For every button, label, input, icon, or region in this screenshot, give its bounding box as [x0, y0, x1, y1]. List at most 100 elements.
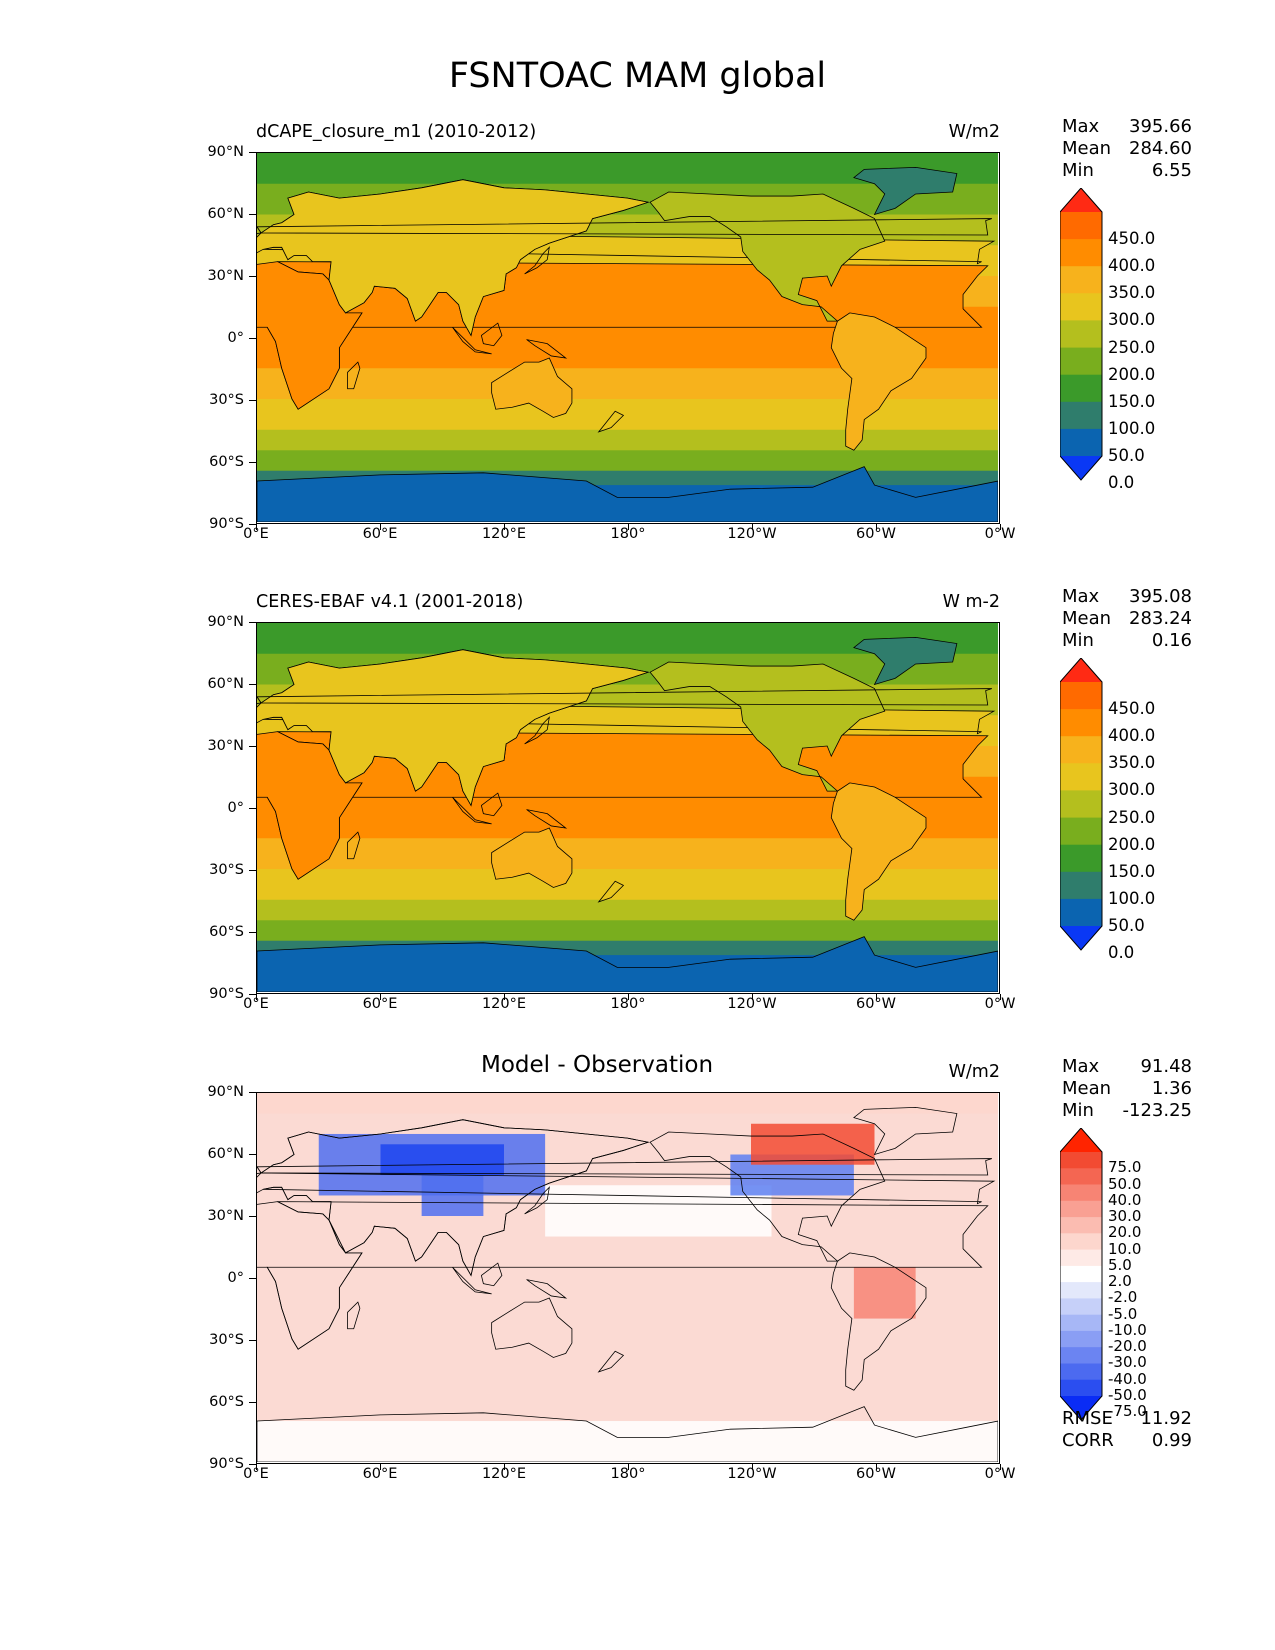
- colorbar-segment: [1060, 266, 1102, 294]
- lat-tick-mark: [249, 337, 256, 339]
- lon-tick-label: 60°W: [855, 526, 897, 542]
- colorbar-tick-label: 50.0: [1108, 446, 1145, 465]
- colorbar-segment: [1060, 817, 1102, 846]
- rmse-row: RMSE 11.92: [1062, 1408, 1192, 1430]
- stat-value: 91.48: [1140, 1056, 1192, 1077]
- coastline-samerica: [830, 782, 927, 921]
- lat-tick-mark: [249, 1091, 256, 1093]
- colorbar-tick-label: -20.0: [1108, 1337, 1147, 1356]
- coastline-uk: [257, 696, 262, 704]
- coastline-antarctica: [257, 936, 998, 992]
- panel-subtitle: CERES-EBAF v4.1 (2001-2018): [256, 592, 524, 612]
- coastline-eurasia: [257, 1119, 650, 1277]
- colorbar-tick-label: 300.0: [1108, 310, 1156, 330]
- stat-row-max: Max 395.08: [1062, 586, 1192, 608]
- lat-tick-label: 60°S: [209, 1394, 244, 1410]
- lon-tick-mark: [751, 524, 753, 530]
- lat-tick-label: 0°: [227, 1270, 244, 1286]
- lon-tick-mark: [503, 1464, 505, 1470]
- colorbar-segment: [1060, 401, 1102, 430]
- coastline-newzealand: [597, 410, 625, 433]
- lat-tick-label: 30°S: [209, 392, 244, 408]
- lat-tick-mark: [249, 1463, 256, 1465]
- lon-tick-mark: [255, 524, 257, 530]
- lat-tick-mark: [249, 1277, 256, 1279]
- stat-value: 1.36: [1151, 1078, 1192, 1099]
- coastline-indonesia: [452, 1267, 492, 1295]
- colorbar-extend-min: [1060, 456, 1102, 480]
- colorbar-segment: [1060, 1314, 1102, 1332]
- difference-region: [421, 1175, 484, 1216]
- lat-tick-label: 90°S: [209, 516, 244, 532]
- zonal-band: [257, 869, 998, 901]
- coastline-namerica: [649, 1131, 886, 1262]
- lon-tick-label: 120°E: [481, 996, 527, 1012]
- stat-label: Max: [1062, 116, 1100, 137]
- panel-units: W/m2: [948, 122, 1000, 142]
- lat-tick-label: 90°N: [207, 144, 244, 160]
- corr-value: 0.99: [1151, 1430, 1192, 1451]
- lon-tick-label: 0°E: [243, 1466, 269, 1482]
- corr-label: CORR: [1062, 1430, 1114, 1451]
- coastline-madagascar: [347, 831, 361, 860]
- colorbar-tick-label: 300.0: [1108, 780, 1156, 800]
- colorbar-tick-label: -5.0: [1108, 1304, 1138, 1323]
- stat-row-max: Max 91.48: [1062, 1056, 1192, 1078]
- lat-tick-mark: [249, 213, 256, 215]
- stat-label: Mean: [1062, 1078, 1112, 1099]
- panel-center-title-text: Model - Observation: [480, 1052, 714, 1078]
- colorbar-tick-label: 250.0: [1108, 807, 1156, 827]
- coastline-indonesia: [452, 327, 492, 355]
- coastline-australia: [491, 1297, 573, 1358]
- map-panel-2: CERES-EBAF v4.1 (2001-2018) W m-2 90°N 60°N…: [0, 586, 1275, 1042]
- coastline-newguinea: [526, 339, 568, 359]
- lat-tick-label: 0°: [227, 800, 244, 816]
- map-plot-area: [256, 152, 1000, 524]
- coastline-antarctica: [257, 1406, 998, 1462]
- map-panel-1: dCAPE_closure_m1 (2010-2012) W/m2 90°N 60°N…: [0, 116, 1275, 572]
- colorbar-segment: [1060, 239, 1102, 267]
- colorbar-tick-label: -40.0: [1108, 1369, 1147, 1388]
- colorbar-tick-label: 250.0: [1108, 337, 1156, 357]
- lon-tick-mark: [255, 1464, 257, 1470]
- colorbar-segment: [1060, 1347, 1102, 1364]
- colorbar-tick-label: 350.0: [1108, 753, 1156, 773]
- colorbar-segment: [1060, 709, 1102, 737]
- colorbar-tick-label: 400.0: [1108, 256, 1156, 276]
- coastline-madagascar: [347, 361, 361, 390]
- colorbar-outline: [1060, 188, 1103, 481]
- colorbar-segment: [1060, 844, 1102, 873]
- colorbar-tick-label: -75.0: [1108, 1402, 1147, 1421]
- colorbar-segment: [1060, 1379, 1102, 1397]
- lon-tick-mark: [999, 524, 1001, 530]
- lat-tick-label: 90°S: [209, 986, 244, 1002]
- colorbar-outline: [1060, 1128, 1103, 1421]
- colorbar-tick-label: 150.0: [1108, 391, 1156, 411]
- summary-stats: Max 395.08 Mean 283.24 Min 0.16: [1062, 586, 1192, 652]
- stat-row-mean: Mean 283.24: [1062, 608, 1192, 630]
- lat-tick-label: 60°N: [207, 676, 244, 692]
- coastline-newzealand: [597, 880, 625, 903]
- lat-tick-mark: [249, 151, 256, 153]
- colorbar-segment: [1060, 293, 1102, 321]
- colorbar-segment: [1060, 1217, 1102, 1234]
- stat-row-min: Min -123.25: [1062, 1100, 1192, 1122]
- stat-value: 283.24: [1129, 608, 1192, 629]
- coastline-borneo: [480, 1262, 503, 1287]
- lon-tick-label: 120°E: [481, 1466, 527, 1482]
- stat-label: Max: [1062, 1056, 1100, 1077]
- colorbar-segment: [1060, 1200, 1102, 1218]
- coastline-samerica: [830, 1252, 927, 1391]
- coastline-samerica: [830, 312, 927, 451]
- colorbar-segment: [1060, 428, 1102, 457]
- stat-label: Mean: [1062, 608, 1112, 629]
- coastline-indonesia: [452, 797, 492, 825]
- colorbar-extend-min: [1060, 1396, 1102, 1420]
- lon-tick-label: 0°W: [984, 996, 1016, 1012]
- colorbar-segment: [1060, 1265, 1102, 1283]
- lon-tick-mark: [255, 994, 257, 1000]
- difference-region: [751, 1123, 875, 1165]
- colorbar-segment: [1060, 1184, 1102, 1202]
- colorbar-tick-label: -30.0: [1108, 1353, 1147, 1372]
- coastline-uk: [257, 688, 992, 706]
